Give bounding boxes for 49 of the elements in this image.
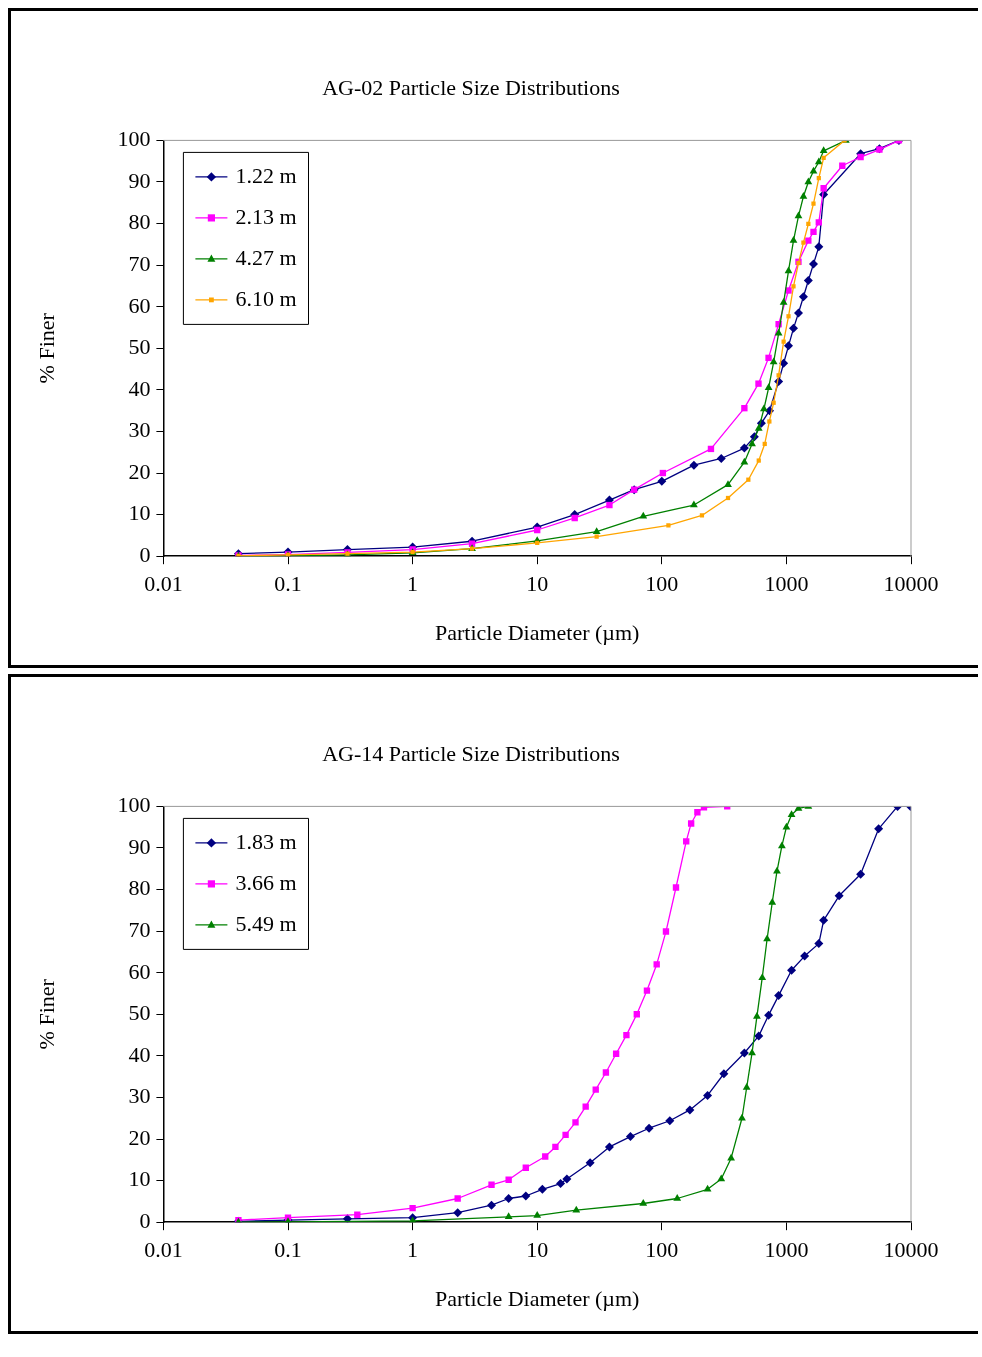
x-tick-label: 10000 [883, 1237, 939, 1263]
chart-title: AG-02 Particle Size Distributions [322, 74, 620, 100]
x-tick-label: 10 [526, 1237, 549, 1263]
y-tick-label: 100 [117, 126, 151, 152]
x-tick-label: 1000 [764, 571, 809, 597]
y-tick-label: 80 [128, 875, 151, 901]
legend-label: 5.49 m [235, 910, 297, 936]
x-axis-title: Particle Diameter (µm) [434, 619, 640, 645]
y-tick-label: 20 [128, 458, 151, 484]
y-tick-label: 80 [128, 209, 151, 235]
y-tick-label: 100 [117, 792, 151, 818]
x-tick-label: 0.1 [274, 571, 302, 597]
y-tick-label: 10 [128, 500, 151, 526]
x-tick-label: 1000 [764, 1237, 809, 1263]
y-tick-label: 50 [128, 1000, 151, 1026]
y-tick-label: 90 [128, 833, 151, 859]
y-tick-label: 60 [128, 292, 151, 318]
x-axis-title: Particle Diameter (µm) [434, 1285, 640, 1311]
x-tick-label: 0.1 [274, 1237, 302, 1263]
y-tick-label: 30 [128, 1083, 151, 1109]
x-tick-label: 1 [407, 571, 419, 597]
y-tick-label: 90 [128, 167, 151, 193]
legend-label: 3.66 m [235, 869, 297, 895]
x-tick-label: 1 [407, 1237, 419, 1263]
x-tick-label: 100 [645, 1237, 679, 1263]
y-tick-label: 30 [128, 417, 151, 443]
legend-label: 1.22 m [235, 162, 297, 188]
y-tick-label: 20 [128, 1124, 151, 1150]
y-axis-title: % Finer [33, 312, 59, 384]
legend-label: 2.13 m [235, 203, 297, 229]
y-tick-label: 40 [128, 1041, 151, 1067]
chart-title: AG-14 Particle Size Distributions [322, 740, 620, 766]
y-tick-label: 70 [128, 916, 151, 942]
x-tick-label: 100 [645, 571, 679, 597]
y-tick-label: 0 [139, 541, 151, 567]
y-tick-label: 40 [128, 375, 151, 401]
x-tick-label: 0.01 [144, 1237, 183, 1263]
legend-label: 1.83 m [235, 828, 297, 854]
x-tick-label: 0.01 [144, 571, 183, 597]
y-tick-label: 70 [128, 250, 151, 276]
x-tick-label: 10 [526, 571, 549, 597]
y-tick-label: 10 [128, 1166, 151, 1192]
y-tick-label: 50 [128, 334, 151, 360]
y-tick-label: 0 [139, 1207, 151, 1233]
legend-label: 4.27 m [235, 244, 297, 270]
y-axis-title: % Finer [33, 978, 59, 1050]
legend-label: 6.10 m [235, 285, 297, 311]
y-tick-label: 60 [128, 958, 151, 984]
x-tick-label: 10000 [883, 571, 939, 597]
